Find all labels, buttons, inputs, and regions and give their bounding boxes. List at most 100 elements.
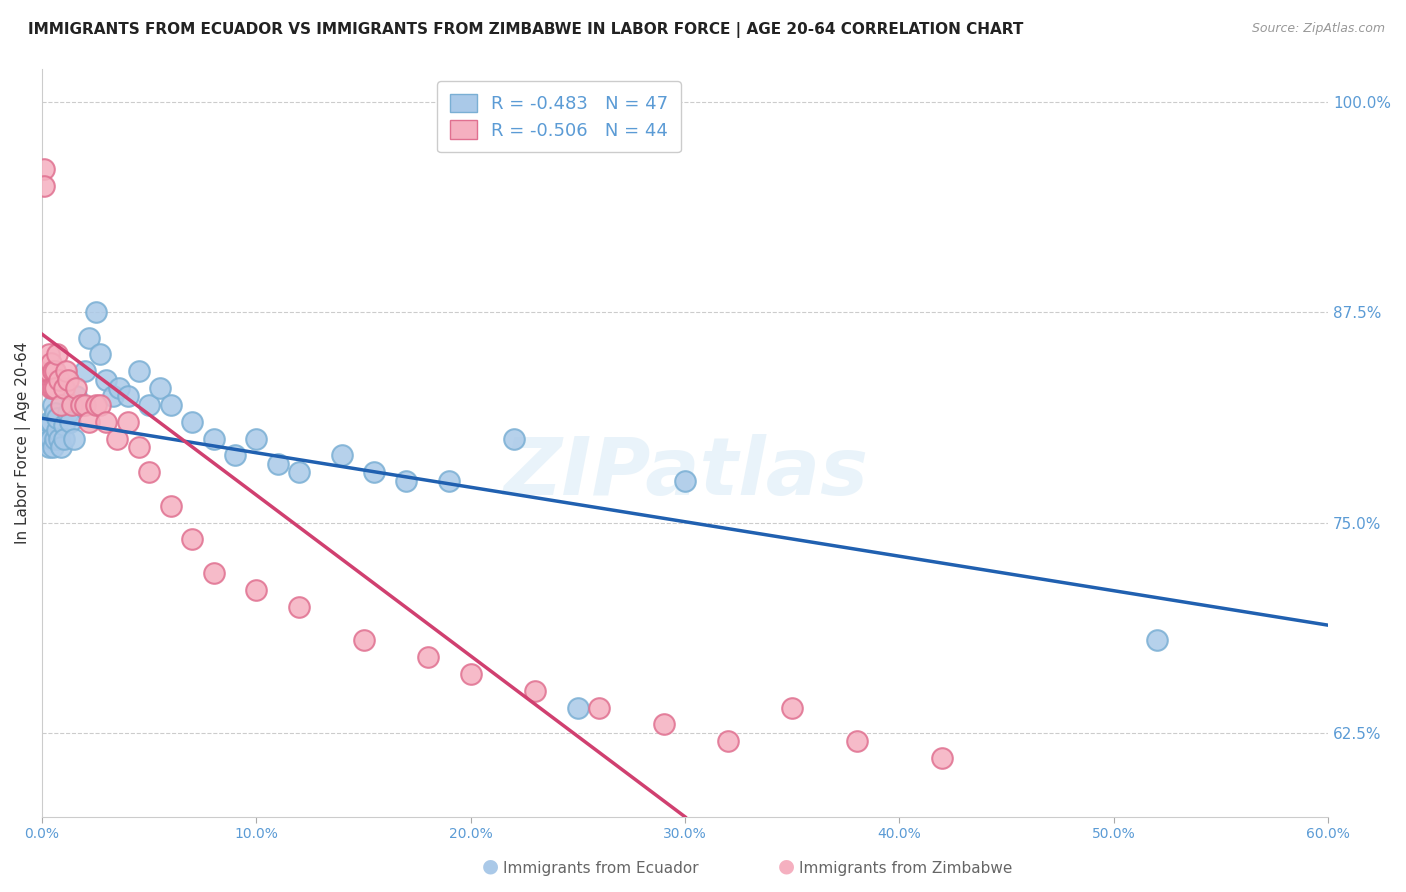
Point (32, 432, 55, 446)
Point (42, 364, 65, 378)
Point (38, 415, 60, 429)
Point (35, 434, 58, 449)
Point (77, 415, 100, 429)
Point (51, 398, 73, 412)
Point (69, 398, 91, 412)
Point (52, 418, 75, 433)
Point (108, 381, 131, 395)
Point (42, 440, 65, 454)
Point (138, 465, 160, 479)
Point (46, 347, 69, 361)
Point (931, 751, 953, 765)
Point (46, 411, 69, 425)
Point (845, 734, 868, 748)
Point (56, 406, 79, 420)
Y-axis label: In Labor Force | Age 20-64: In Labor Force | Age 20-64 (15, 342, 31, 544)
Point (652, 717, 675, 731)
Point (69, 398, 91, 412)
Point (38, 440, 60, 454)
Point (44, 364, 66, 378)
Point (65, 381, 87, 395)
Point (128, 440, 150, 454)
Point (149, 381, 172, 395)
Point (460, 667, 482, 681)
Point (48, 373, 70, 387)
Point (502, 432, 524, 446)
Point (73, 364, 96, 378)
Legend: R = -0.483   N = 47, R = -0.506   N = 44: R = -0.483 N = 47, R = -0.506 N = 44 (437, 81, 681, 153)
Point (59, 415, 82, 429)
Point (363, 465, 385, 479)
Text: Immigrants from Ecuador: Immigrants from Ecuador (503, 861, 699, 876)
Point (245, 582, 267, 597)
Point (44, 406, 66, 420)
Text: ZIPatlas: ZIPatlas (502, 434, 868, 512)
Text: Source: ZipAtlas.com: Source: ZipAtlas.com (1251, 22, 1385, 36)
Point (138, 398, 160, 412)
Point (89, 347, 111, 361)
Point (42, 398, 65, 412)
Point (52, 432, 75, 446)
Point (181, 533, 204, 547)
Point (288, 465, 311, 479)
Point (117, 389, 139, 403)
Point (1146, 633, 1168, 648)
Point (224, 448, 246, 462)
Point (42, 381, 65, 395)
Point (330, 448, 353, 462)
Point (39, 381, 62, 395)
Point (96, 373, 118, 387)
Point (782, 700, 804, 714)
Point (117, 415, 139, 429)
Point (32, 162, 55, 177)
Point (159, 398, 181, 412)
Point (717, 734, 740, 748)
Point (60, 398, 83, 412)
Point (65, 389, 87, 403)
Point (55, 364, 77, 378)
Point (73, 398, 96, 412)
Point (39, 415, 62, 429)
Point (202, 432, 225, 446)
Point (35, 364, 58, 378)
Point (353, 633, 375, 648)
Point (38, 364, 60, 378)
Point (63, 432, 86, 446)
Point (56, 373, 79, 387)
Point (84, 398, 107, 412)
Point (101, 389, 124, 403)
Point (77, 330, 100, 344)
Point (245, 432, 267, 446)
Point (159, 499, 181, 513)
Point (588, 700, 610, 714)
Point (181, 415, 204, 429)
Point (96, 415, 118, 429)
Point (128, 364, 150, 378)
Point (44, 432, 66, 446)
Point (84, 305, 107, 319)
Point (288, 599, 311, 614)
Point (105, 432, 128, 446)
Point (416, 650, 439, 665)
Point (48, 432, 70, 446)
Point (524, 683, 547, 698)
Point (52, 381, 75, 395)
Text: IMMIGRANTS FROM ECUADOR VS IMMIGRANTS FROM ZIMBABWE IN LABOR FORCE | AGE 20-64 C: IMMIGRANTS FROM ECUADOR VS IMMIGRANTS FR… (28, 22, 1024, 38)
Point (202, 566, 225, 580)
Text: Immigrants from Zimbabwe: Immigrants from Zimbabwe (799, 861, 1012, 876)
Point (44, 381, 66, 395)
Point (567, 700, 589, 714)
Point (673, 474, 696, 488)
Point (51, 440, 73, 454)
Point (39, 356, 62, 370)
Point (39, 432, 62, 446)
Point (439, 474, 461, 488)
Point (38, 347, 60, 361)
Text: ●: ● (778, 857, 794, 876)
Point (89, 398, 111, 412)
Point (267, 457, 290, 471)
Point (395, 474, 418, 488)
Point (32, 179, 55, 194)
Text: ●: ● (482, 857, 499, 876)
Point (46, 423, 69, 437)
